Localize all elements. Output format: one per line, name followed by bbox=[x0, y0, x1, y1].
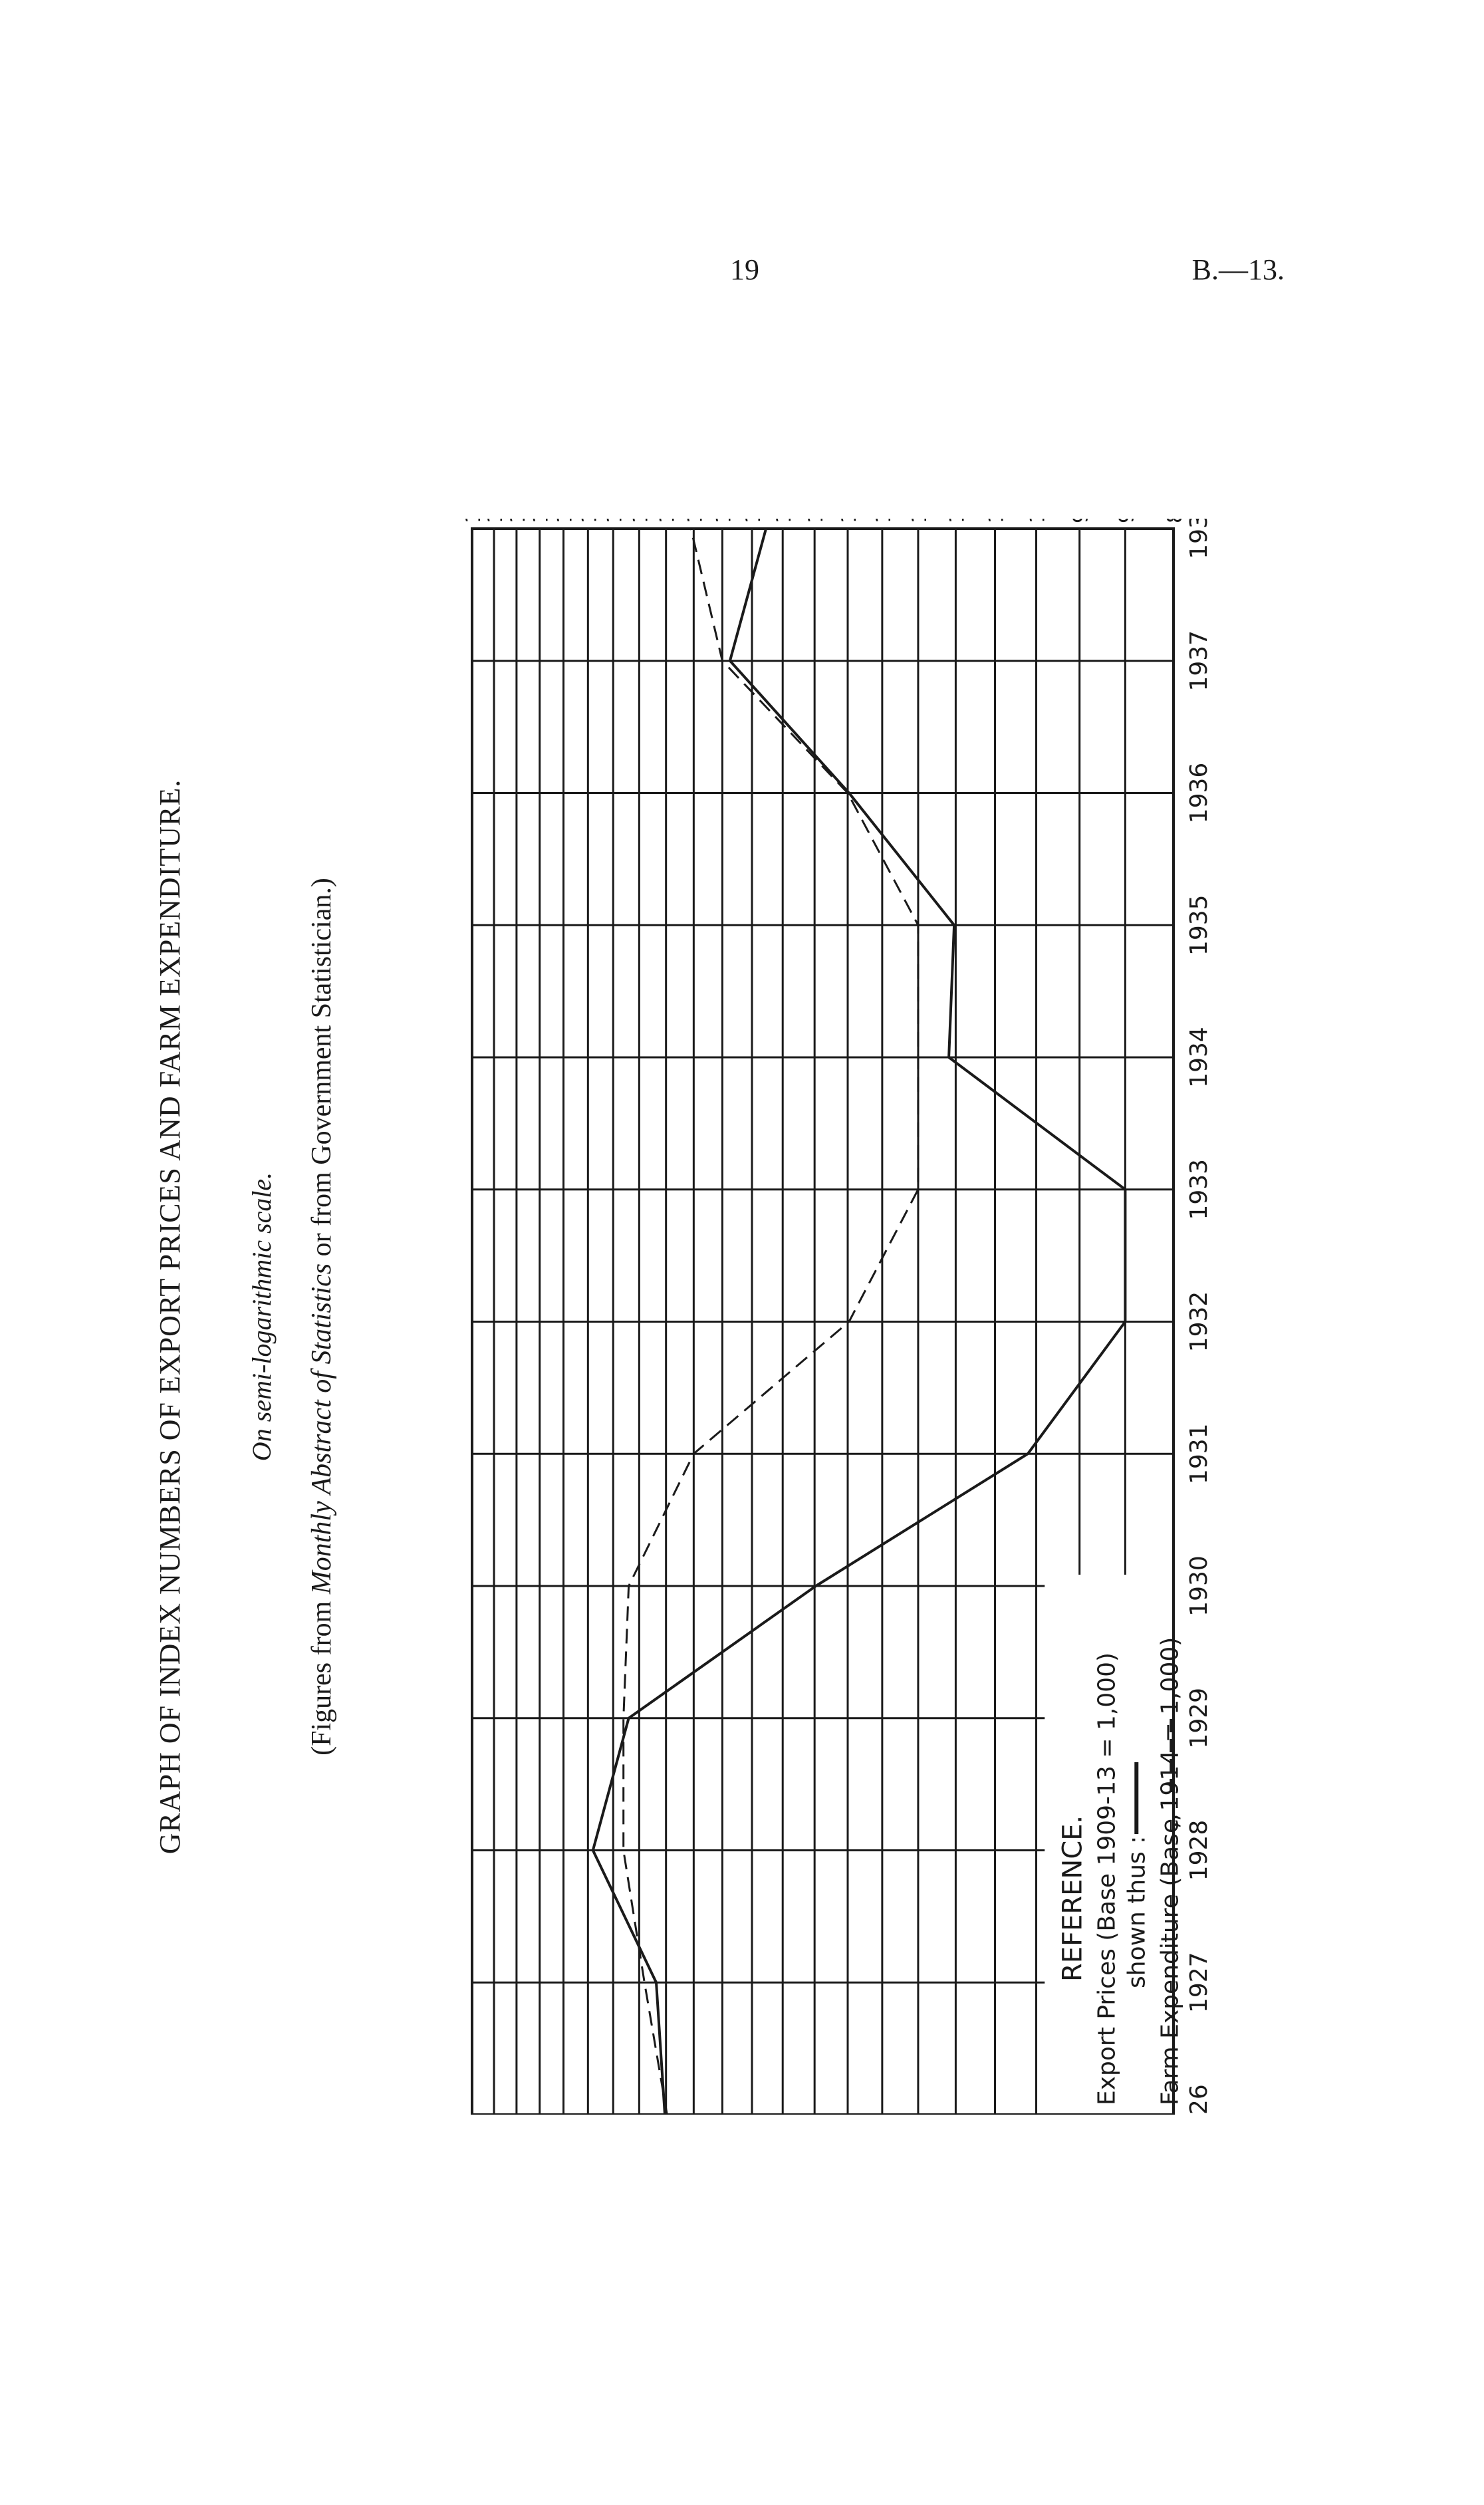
y-tick-label-right: 1,050 bbox=[985, 519, 1009, 523]
y-tick-label-right: 1,450 bbox=[712, 519, 735, 523]
x-tick-label: 1935 bbox=[1185, 894, 1213, 956]
x-tick-label: 1926 bbox=[1185, 2084, 1213, 2115]
x-tick-label: 1928 bbox=[1185, 1820, 1213, 1881]
y-tick-label-right: 1,000 bbox=[1027, 519, 1050, 523]
y-tick-label-right: 950 bbox=[1070, 519, 1093, 523]
x-tick-label: 1936 bbox=[1185, 763, 1213, 824]
source-publication: Monthly Abstract of Statistics bbox=[307, 1263, 337, 1595]
x-tick-label: 1937 bbox=[1185, 630, 1213, 692]
legend-entry-export-prices: Export Prices (Base 1909-13 = 1,000) bbox=[1093, 1652, 1120, 2105]
source-prefix: (Figures from bbox=[307, 1594, 337, 1756]
x-tick-label: 1929 bbox=[1185, 1688, 1213, 1749]
x-tick-label: 1933 bbox=[1185, 1159, 1213, 1220]
y-tick-label-right: 1,750 bbox=[553, 519, 576, 523]
series-line-farm-expenditure bbox=[622, 528, 920, 2115]
y-tick-label-right: 900 bbox=[1115, 519, 1138, 523]
legend-heading: REFERENCE. bbox=[1057, 1815, 1088, 1982]
page-number: 19 bbox=[730, 253, 759, 286]
plot-frame bbox=[471, 527, 1175, 2115]
x-tick-label: 1938 bbox=[1185, 519, 1213, 559]
source-suffix: or from Government Statistician.) bbox=[307, 878, 337, 1263]
legend-entry-farm-expenditure: Farm Expenditure (Base 1914 = 1,000) bbox=[1156, 1637, 1183, 2105]
y-tick-label-right: 1,700 bbox=[578, 519, 601, 523]
rotated-chart-panel: GRAPH OF INDEX NUMBERS OF EXPORT PRICES … bbox=[153, 519, 1283, 2115]
y-tick-label-right: 1,800 bbox=[530, 519, 553, 523]
chart-plot: 8508509009009509501,0001,0001,0501,0501,… bbox=[462, 519, 1213, 2115]
y-tick-label-right: 1,500 bbox=[683, 519, 707, 523]
y-tick-label-right: 1,600 bbox=[629, 519, 652, 523]
document-reference: B.—13. bbox=[1191, 253, 1285, 286]
y-tick-label-right: 1,250 bbox=[838, 519, 861, 523]
y-tick-label-right: 1,300 bbox=[804, 519, 828, 523]
y-tick-label-right: 1,150 bbox=[908, 519, 931, 523]
x-tick-label: 1927 bbox=[1185, 1952, 1213, 2013]
x-tick-label: 1932 bbox=[1185, 1291, 1213, 1353]
y-tick-label-right: 1,950 bbox=[462, 519, 485, 523]
y-tick-label-right: 1,900 bbox=[484, 519, 507, 523]
legend-shown-thus: shown thus : bbox=[1123, 1836, 1150, 1988]
y-tick-label-right: 850 bbox=[1164, 519, 1187, 523]
legend-ditto: ,, bbox=[1156, 1813, 1183, 1829]
x-tick-label: 1934 bbox=[1185, 1027, 1213, 1088]
chart-title: GRAPH OF INDEX NUMBERS OF EXPORT PRICES … bbox=[154, 779, 186, 1855]
y-tick-label-right: 1,850 bbox=[507, 519, 530, 523]
y-tick-label-right: 1,400 bbox=[742, 519, 765, 523]
y-tick-label-right: 1,100 bbox=[945, 519, 969, 523]
y-tick-label-right: 1,550 bbox=[656, 519, 680, 523]
chart-source-note: (Figures from Monthly Abstract of Statis… bbox=[306, 519, 338, 2115]
y-tick-label-right: 1,200 bbox=[872, 519, 896, 523]
series-line-export-prices bbox=[591, 528, 1127, 2115]
y-tick-label-right: 1,350 bbox=[773, 519, 796, 523]
chart-subtitle: On semi-logarithmic scale. bbox=[247, 1172, 277, 1462]
legend-box bbox=[1045, 1575, 1172, 2113]
y-tick-label-right: 1,650 bbox=[603, 519, 626, 523]
x-tick-label: 1931 bbox=[1185, 1423, 1213, 1484]
x-tick-label: 1930 bbox=[1185, 1555, 1213, 1617]
